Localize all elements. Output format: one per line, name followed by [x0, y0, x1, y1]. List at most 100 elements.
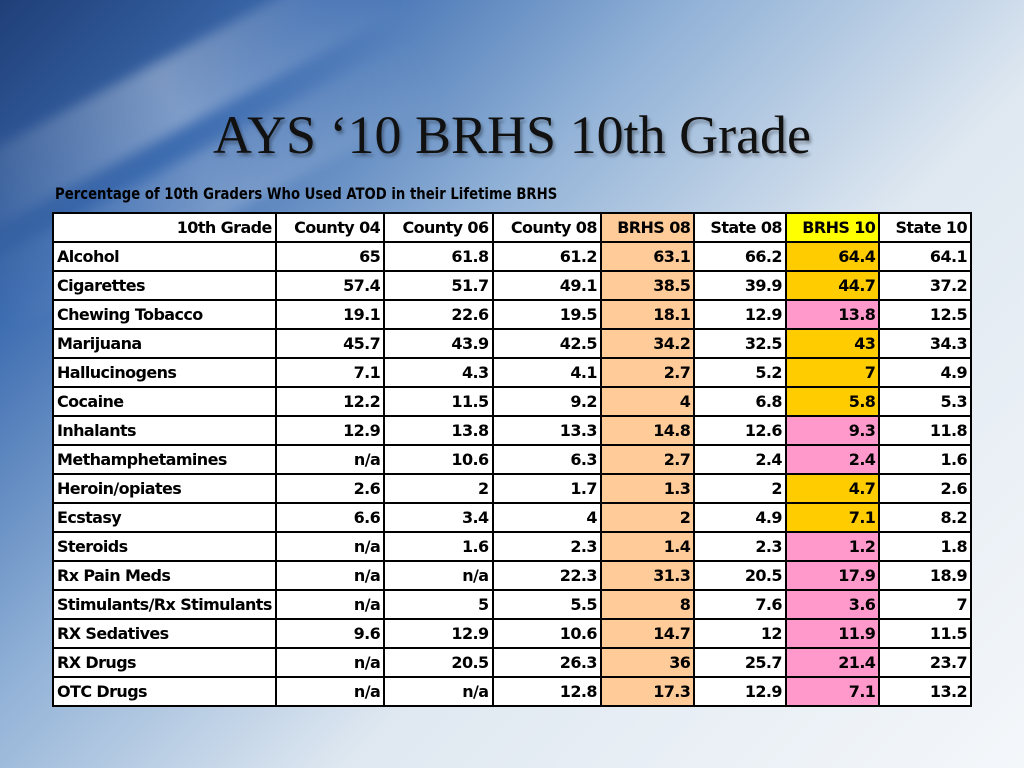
- table-cell: 13.8: [784, 299, 881, 330]
- table-cell: 2: [599, 502, 696, 533]
- row-label: Stimulants/Rx Stimulants: [52, 589, 277, 620]
- table-cell: 11.8: [878, 415, 972, 446]
- table-row: RX Sedatives 9.6 12.9 10.6 14.7 12 11.9 11.5: [52, 618, 972, 649]
- table-cell: 12.6: [693, 415, 787, 446]
- table-cell: 18.1: [599, 299, 696, 330]
- table-cell: 12.5: [878, 299, 972, 330]
- table-cell: 7.6: [693, 589, 787, 620]
- table-row: Cocaine 12.2 11.5 9.2 4 6.8 5.8 5.3: [52, 386, 972, 417]
- table-cell: 65: [274, 241, 386, 272]
- table-cell: 38.5: [599, 270, 696, 301]
- table-cell: 1.3: [599, 473, 696, 504]
- table-caption: Percentage of 10th Graders Who Used ATOD…: [55, 184, 558, 203]
- table-cell: 12.9: [693, 299, 787, 330]
- table-row: Hallucinogens 7.1 4.3 4.1 2.7 5.2 7 4.9: [52, 357, 972, 388]
- table-cell: n/a: [274, 444, 386, 475]
- row-label: RX Sedatives: [52, 618, 277, 649]
- table-cell: n/a: [383, 676, 494, 707]
- table-cell: 14.8: [599, 415, 696, 446]
- table-cell: 61.2: [491, 241, 602, 272]
- row-label: Cigarettes: [52, 270, 277, 301]
- table-cell: 61.8: [383, 241, 494, 272]
- table-cell: 14.7: [599, 618, 696, 649]
- table-cell: 34.3: [878, 328, 972, 359]
- table-cell: 2.3: [693, 531, 787, 562]
- row-label: Steroids: [52, 531, 277, 562]
- table-cell: 12.9: [274, 415, 386, 446]
- table-cell: 7.1: [274, 357, 386, 388]
- table-cell: 9.2: [491, 386, 602, 417]
- table-cell: 37.2: [878, 270, 972, 301]
- table-cell: 1.2: [784, 531, 881, 562]
- table-cell: 1.4: [599, 531, 696, 562]
- table-cell: 2.6: [878, 473, 972, 504]
- column-header: State 10: [878, 212, 972, 243]
- table-row: RX Drugs n/a 20.5 26.3 36 25.7 21.4 23.7: [52, 647, 972, 678]
- table-cell: 6.3: [491, 444, 602, 475]
- table-row: Cigarettes 57.4 51.7 49.1 38.5 39.9 44.7 37.2: [52, 270, 972, 301]
- table-cell: 64.1: [878, 241, 972, 272]
- slide-title: AYS ‘10 BRHS 10th Grade: [212, 105, 812, 165]
- table-cell: 42.5: [491, 328, 602, 359]
- table-cell: 4: [599, 386, 696, 417]
- table-cell: 2.6: [274, 473, 386, 504]
- table-cell: 22.6: [383, 299, 494, 330]
- table-row: Stimulants/Rx Stimulants n/a 5 5.5 8 7.6 3.6 7: [52, 589, 972, 620]
- table-cell: 2.7: [599, 444, 696, 475]
- table-cell: 9.3: [784, 415, 881, 446]
- table-cell: 2.7: [599, 357, 696, 388]
- table-cell: 21.4: [784, 647, 881, 678]
- table-row: Methamphetamines n/a 10.6 6.3 2.7 2.4 2.4 1.6: [52, 444, 972, 475]
- table-cell: 9.6: [274, 618, 386, 649]
- table-row: Chewing Tobacco 19.1 22.6 19.5 18.1 12.9 13.8 1…: [52, 299, 972, 330]
- table-cell: 23.7: [878, 647, 972, 678]
- table-cell: 1.6: [383, 531, 494, 562]
- table-row: Marijuana 45.7 43.9 42.5 34.2 32.5 43 34.3: [52, 328, 972, 359]
- table-row: Steroids n/a 1.6 2.3 1.4 2.3 1.2 1.8: [52, 531, 972, 562]
- table-cell: 4.3: [383, 357, 494, 388]
- table-cell: 18.9: [878, 560, 972, 591]
- table-cell: 45.7: [274, 328, 386, 359]
- row-label: Inhalants: [52, 415, 277, 446]
- column-header: County 04: [274, 212, 386, 243]
- table-cell: 2.3: [491, 531, 602, 562]
- table-cell: 39.9: [693, 270, 787, 301]
- table-row: Inhalants 12.9 13.8 13.3 14.8 12.6 9.3 11.8: [52, 415, 972, 446]
- table-cell: 32.5: [693, 328, 787, 359]
- table-cell: 5.5: [491, 589, 602, 620]
- row-label: Chewing Tobacco: [52, 299, 277, 330]
- column-header: BRHS 08: [599, 212, 696, 243]
- table-cell: 5.8: [784, 386, 881, 417]
- row-label: Ecstasy: [52, 502, 277, 533]
- table-cell: 12.8: [491, 676, 602, 707]
- table-cell: 4: [491, 502, 602, 533]
- table-cell: 19.1: [274, 299, 386, 330]
- row-label: Marijuana: [52, 328, 277, 359]
- table-cell: n/a: [274, 676, 386, 707]
- row-label: Rx Pain Meds: [52, 560, 277, 591]
- table-cell: n/a: [274, 647, 386, 678]
- table-cell: n/a: [274, 531, 386, 562]
- table-cell: 13.3: [491, 415, 602, 446]
- table-cell: 7.1: [784, 676, 881, 707]
- table-cell: 34.2: [599, 328, 696, 359]
- table-cell: 12: [693, 618, 787, 649]
- table-cell: 13.2: [878, 676, 972, 707]
- table-cell: 1.6: [878, 444, 972, 475]
- table-cell: 10.6: [491, 618, 602, 649]
- row-label: Methamphetamines: [52, 444, 277, 475]
- table-cell: 44.7: [784, 270, 881, 301]
- table-row: Rx Pain Meds n/a n/a 22.3 31.3 20.5 17.9 18.9: [52, 560, 972, 591]
- table-cell: 12.9: [383, 618, 494, 649]
- table-cell: 17.9: [784, 560, 881, 591]
- table-cell: 2.4: [784, 444, 881, 475]
- table-cell: 4.9: [693, 502, 787, 533]
- column-header: State 08: [693, 212, 787, 243]
- table-cell: 1.8: [878, 531, 972, 562]
- table-cell: 1.7: [491, 473, 602, 504]
- table-cell: 7: [878, 589, 972, 620]
- table-cell: 4.1: [491, 357, 602, 388]
- table-cell: 2: [383, 473, 494, 504]
- row-label: Cocaine: [52, 386, 277, 417]
- table-cell: n/a: [383, 560, 494, 591]
